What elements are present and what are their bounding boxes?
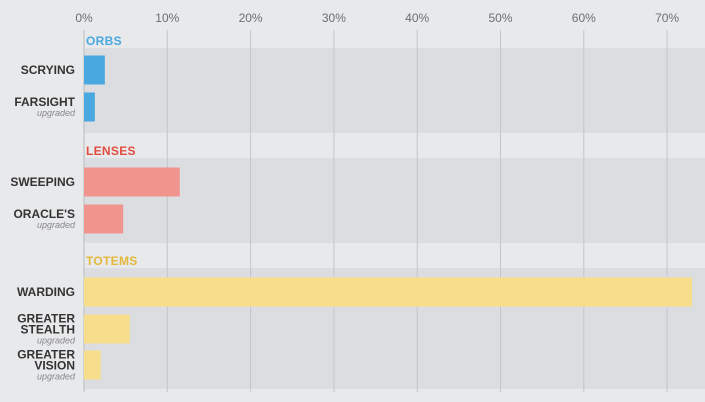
- x-tick-label: 60%: [572, 11, 596, 25]
- group-bands: [84, 48, 705, 389]
- row-label: GREATER: [17, 312, 75, 326]
- row-label: SWEEPING: [10, 175, 75, 189]
- bars: [84, 55, 693, 380]
- bar: [84, 167, 180, 197]
- bar: [84, 55, 105, 85]
- x-tick-label: 30%: [322, 11, 346, 25]
- row-label: SCRYING: [21, 63, 75, 77]
- row-label: GREATER: [17, 348, 75, 362]
- row-sublabel: upgraded: [37, 336, 76, 346]
- row-sublabel: upgraded: [37, 108, 76, 118]
- bar: [84, 92, 95, 122]
- x-tick-labels: 0% 10% 20% 30% 40% 50% 60% 70%: [75, 11, 679, 25]
- x-tick-label: 40%: [405, 11, 429, 25]
- group-band: [84, 158, 705, 243]
- row-label: WARDING: [17, 285, 75, 299]
- row-label: VISION: [34, 359, 75, 373]
- group-label: LENSES: [86, 144, 136, 158]
- group-label: ORBS: [86, 34, 122, 48]
- bar: [84, 277, 693, 307]
- row-label: FARSIGHT: [14, 95, 75, 109]
- row-label: STEALTH: [21, 323, 75, 337]
- bar: [84, 350, 101, 380]
- gridlines: [83, 30, 668, 392]
- row-labels: ORBSSCRYINGFARSIGHTupgradedLENSESSWEEPIN…: [10, 34, 137, 382]
- x-tick-label: 70%: [655, 11, 679, 25]
- row-label: ORACLE'S: [13, 207, 75, 221]
- x-tick-label: 20%: [239, 11, 263, 25]
- x-tick-label: 50%: [488, 11, 512, 25]
- bar: [84, 314, 130, 344]
- bar: [84, 204, 124, 234]
- group-band: [84, 48, 705, 133]
- row-sublabel: upgraded: [37, 220, 76, 230]
- x-tick-label: 0%: [75, 11, 93, 25]
- group-label: TOTEMS: [86, 254, 138, 268]
- row-sublabel: upgraded: [37, 372, 76, 382]
- x-tick-label: 10%: [155, 11, 179, 25]
